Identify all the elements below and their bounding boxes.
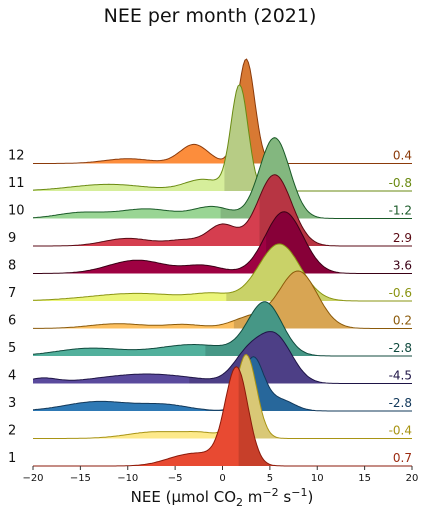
median-value-label: -0.8 bbox=[389, 176, 412, 190]
ridge-outline bbox=[32, 137, 412, 219]
ridges: 12 0.411 -0.810 -1.29 2.98 3.67 -0.66 0.25 -2.84… bbox=[8, 58, 412, 467]
median-value-label: -2.8 bbox=[389, 341, 412, 355]
ridge-month-1: 1 0.7 bbox=[8, 366, 412, 467]
ridge-area bbox=[33, 174, 412, 246]
median-value-label: -0.6 bbox=[389, 286, 412, 300]
x-tick-label: 5 bbox=[267, 473, 273, 484]
month-label: 10 bbox=[8, 204, 25, 219]
median-value-label: 0.4 bbox=[393, 149, 412, 163]
month-label: 6 bbox=[8, 314, 16, 329]
x-tick-label: 10 bbox=[311, 473, 324, 484]
median-value-label: -1.2 bbox=[389, 204, 412, 218]
ridge-month-5: 5 -2.8 bbox=[8, 301, 412, 357]
ridge-area bbox=[33, 84, 412, 191]
x-tick-label: 0 bbox=[219, 473, 225, 484]
month-label: 5 bbox=[8, 341, 16, 356]
ridge-outline bbox=[33, 243, 412, 302]
x-axis-label: NEE (µmol CO2 m−2 s−1) bbox=[131, 486, 314, 509]
median-value-label: 2.9 bbox=[393, 231, 412, 245]
ridge-outline bbox=[32, 301, 412, 357]
x-tick-label: −15 bbox=[70, 473, 91, 484]
ridge-month-12: 12 0.4 bbox=[8, 58, 412, 164]
ridge-area bbox=[33, 59, 412, 164]
x-tick-label: −10 bbox=[117, 473, 138, 484]
x-tick-label: 20 bbox=[406, 473, 419, 484]
ridge-month-11: 11 -0.8 bbox=[8, 83, 412, 192]
month-label: 4 bbox=[8, 369, 16, 384]
ridge-upper-half bbox=[189, 331, 412, 384]
ridge-outline bbox=[33, 366, 412, 467]
x-tick-label: −5 bbox=[168, 473, 183, 484]
ridge-upper-half bbox=[233, 271, 412, 329]
ridge-upper-half bbox=[238, 368, 412, 466]
month-label: 9 bbox=[8, 231, 16, 246]
ridge-month-4: 4 -4.5 bbox=[8, 331, 412, 384]
ridge-outline bbox=[32, 83, 412, 192]
ridge-month-8: 8 3.6 bbox=[8, 211, 412, 274]
x-axis: −20 −15 −10 −5 0 5 10 15 20 bbox=[22, 466, 418, 484]
month-label: 1 bbox=[8, 451, 16, 466]
ridge-outline bbox=[33, 174, 412, 247]
ridge-area bbox=[33, 271, 412, 329]
ridge-month-7: 7 -0.6 bbox=[8, 243, 412, 302]
ridge-month-2: 2 -0.4 bbox=[8, 354, 412, 439]
month-label: 12 bbox=[8, 149, 25, 164]
ridge-outline bbox=[32, 331, 412, 384]
ridge-area bbox=[33, 356, 412, 411]
median-value-label: -2.8 bbox=[389, 396, 412, 410]
median-value-label: -0.4 bbox=[389, 424, 412, 438]
ridge-area bbox=[33, 366, 412, 466]
ridge-upper-half bbox=[266, 211, 412, 274]
median-value-label: 3.6 bbox=[393, 259, 412, 273]
median-value-label: 0.2 bbox=[393, 314, 412, 328]
ridge-outline bbox=[32, 356, 412, 412]
x-tick-label: −20 bbox=[22, 473, 43, 484]
month-label: 3 bbox=[8, 396, 16, 411]
month-label: 7 bbox=[8, 286, 16, 301]
month-label: 2 bbox=[8, 424, 16, 439]
x-tick-label: 15 bbox=[358, 473, 371, 484]
ridge-outline bbox=[33, 211, 412, 274]
ridge-outline bbox=[33, 58, 412, 164]
ridge-upper-half bbox=[226, 243, 412, 301]
median-value-label: 0.7 bbox=[393, 451, 412, 465]
median-value-label: -4.5 bbox=[389, 369, 412, 383]
ridge-upper-half bbox=[235, 59, 412, 164]
ridge-month-10: 10 -1.2 bbox=[8, 137, 412, 219]
month-label: 8 bbox=[8, 259, 16, 274]
month-label: 11 bbox=[8, 176, 25, 191]
ridge-month-6: 6 0.2 bbox=[8, 270, 412, 329]
chart-title: NEE per month (2021) bbox=[104, 5, 317, 27]
ridge-outline bbox=[33, 270, 412, 329]
